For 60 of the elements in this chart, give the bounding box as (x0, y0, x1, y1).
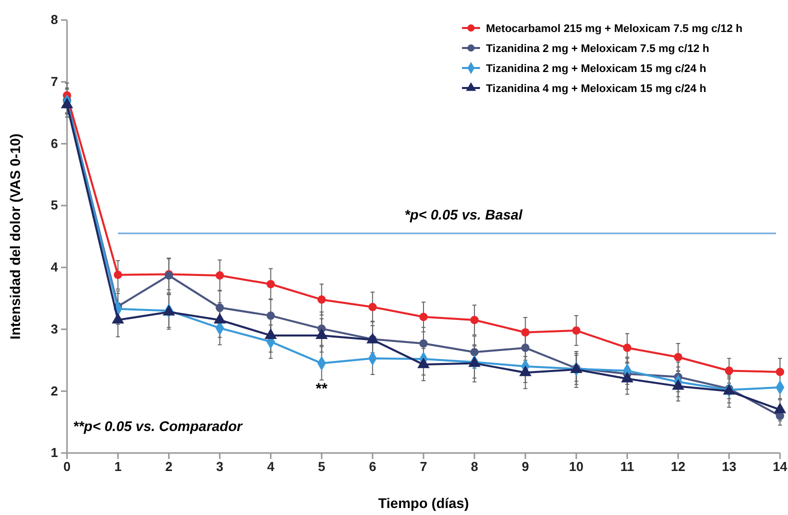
point (774, 403, 786, 414)
point (672, 380, 684, 390)
x-tick-label: 4 (267, 459, 276, 474)
y-axis-title: Intensidad del dolor (VAS 0-10) (7, 134, 23, 340)
y-tick-label: 8 (50, 12, 58, 28)
y-tick-label: 4 (50, 260, 59, 275)
point (419, 312, 428, 322)
x-tick-label: 0 (63, 459, 71, 474)
x-tick-label: 5 (318, 459, 326, 474)
point (470, 348, 479, 356)
point (724, 366, 734, 375)
point (114, 270, 122, 280)
point (316, 328, 328, 340)
point (470, 316, 479, 324)
point (776, 368, 784, 376)
legend-label: Tizanidina 2 mg + Meloxicam 15 mg c/24 h (486, 63, 706, 75)
point (112, 314, 124, 324)
point (216, 271, 224, 280)
x-tick-label: 2 (165, 459, 172, 474)
legend-label: Tizanidina 2 mg + Meloxicam 7.5 mg c/12 h (486, 43, 710, 55)
point (468, 356, 480, 367)
y-tick-label: 2 (50, 383, 58, 398)
point (572, 326, 580, 335)
point (317, 295, 326, 304)
x-tick-label: 1 (114, 459, 122, 474)
legend-label: Tizanidina 4 mg + Meloxicam 15 mg c/24 h (486, 83, 706, 95)
annotation: ** (316, 380, 328, 398)
point (266, 312, 275, 320)
point (419, 339, 428, 348)
y-tick-label: 1 (50, 445, 58, 460)
x-tick-label: 9 (522, 459, 529, 474)
x-tick-label: 11 (620, 459, 634, 474)
legend-label: Metocarbamol 215 mg + Meloxicam 7.5 mg c/12 h (486, 23, 743, 35)
x-tick-label: 13 (722, 459, 736, 474)
y-tick-label: 3 (50, 321, 58, 336)
point (214, 314, 226, 324)
point (368, 302, 377, 312)
ref-line-label: *p< 0.05 vs. Basal (404, 206, 524, 222)
point (265, 328, 276, 340)
point (520, 366, 532, 376)
x-tick-label: 12 (670, 459, 686, 474)
point (266, 280, 275, 288)
x-tick-label: 3 (216, 459, 224, 474)
x-tick-label: 6 (368, 459, 376, 474)
point (216, 303, 224, 312)
point (61, 98, 73, 108)
point (674, 352, 682, 362)
x-tick-label: 14 (772, 459, 788, 474)
x-tick-label: 8 (470, 459, 478, 474)
y-tick-label: 5 (50, 198, 58, 213)
point (418, 358, 430, 368)
annotation: **p< 0.05 vs. Comparador (73, 418, 244, 434)
y-tick-label: 7 (50, 74, 58, 90)
point (623, 344, 632, 352)
x-tick-label: 10 (569, 459, 584, 474)
point (521, 328, 530, 337)
x-axis-title: Tiempo (días) (378, 495, 469, 511)
point (622, 372, 633, 382)
x-tick-label: 7 (420, 459, 428, 474)
y-tick-label: 6 (50, 136, 58, 151)
